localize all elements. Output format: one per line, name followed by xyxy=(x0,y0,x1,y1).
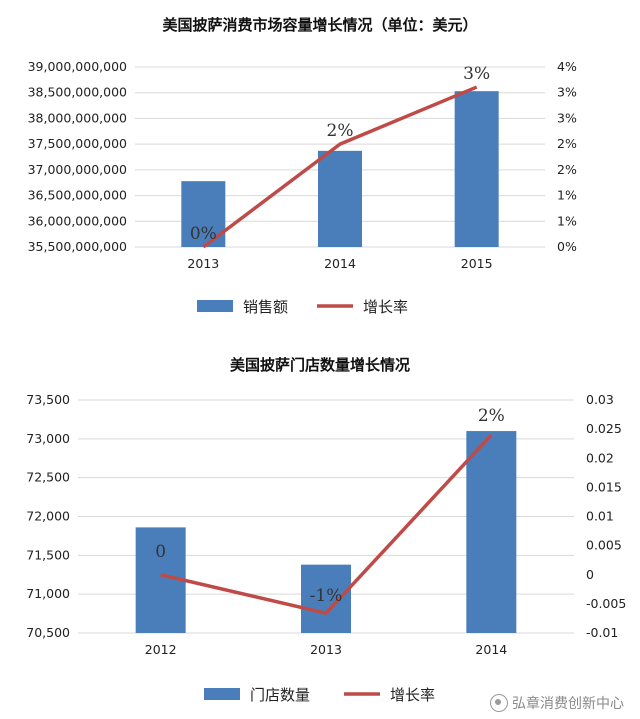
stores-chart-svg: 70,500 71,000 71,500 72,000 72,500 73,000 73,5… xyxy=(26,392,626,704)
sales-chart-svg: 35,500,000,000 36,000,000,000 36,500,000,0… xyxy=(28,59,577,316)
y-right-tick-label: 0% xyxy=(557,239,577,254)
growth-line xyxy=(202,85,478,249)
y-right-tick-label: 2% xyxy=(557,136,577,151)
y-left-tick-label: 36,500,000,000 xyxy=(28,188,127,203)
legend-swatch-bar xyxy=(204,688,240,700)
y-left-tick-label: 73,500 xyxy=(26,392,70,407)
y-left-tick-label: 39,000,000,000 xyxy=(28,59,127,74)
stores-chart: 美国披萨门店数量增长情况 70,500 71,000 71,500 72,000 72,… xyxy=(0,340,640,719)
y-left-tick-label: 71,500 xyxy=(26,547,70,562)
legend-label: 门店数量 xyxy=(250,686,310,704)
x-tick-label: 2014 xyxy=(475,642,507,657)
y-left-tick-label: 70,500 xyxy=(26,625,70,640)
data-label: 3% xyxy=(463,64,490,84)
watermark-text: 弘章消费创新中心 xyxy=(512,696,624,712)
y-left-tick-label: 73,000 xyxy=(26,431,70,446)
y-left-tick-label: 36,000,000,000 xyxy=(28,213,127,228)
x-tick-label: 2014 xyxy=(324,256,356,271)
x-tick-label: 2013 xyxy=(187,256,219,271)
y-right-tick-label: 0.01 xyxy=(586,509,614,524)
y-left-tick-label: 71,000 xyxy=(26,586,70,601)
bar xyxy=(454,91,499,248)
growth-line xyxy=(160,433,493,615)
y-right-tick-label: 1% xyxy=(557,213,577,228)
data-label: -1% xyxy=(310,586,343,606)
data-label: 0% xyxy=(190,224,217,244)
y-right-tick-label: 1% xyxy=(557,188,577,203)
legend-label: 增长率 xyxy=(363,298,408,316)
y-left-tick-label: 35,500,000,000 xyxy=(28,239,127,254)
y-right-tick-label: 3% xyxy=(557,85,577,100)
data-label: 2% xyxy=(327,121,354,141)
y-left-tick-label: 38,500,000,000 xyxy=(28,85,127,100)
y-right-tick-label: -0.01 xyxy=(586,625,618,640)
y-right-tick-label: 0 xyxy=(586,567,594,582)
y-left-tick-label: 37,500,000,000 xyxy=(28,136,127,151)
y-right-tick-label: 3% xyxy=(557,110,577,125)
bar xyxy=(301,564,351,633)
y-right-tick-label: 4% xyxy=(557,59,577,74)
legend-label: 销售额 xyxy=(243,298,288,316)
watermark: 弘章消费创新中心 xyxy=(490,693,624,713)
y-right-tick-label: 0.005 xyxy=(586,538,622,553)
chart-title: 美国披萨门店数量增长情况 xyxy=(229,356,410,374)
legend-swatch-bar xyxy=(197,300,233,312)
x-tick-label: 2013 xyxy=(310,642,342,657)
y-right-tick-label: -0.005 xyxy=(586,596,626,611)
y-right-tick-label: 0.015 xyxy=(586,479,622,494)
y-right-tick-label: 0.02 xyxy=(586,450,614,465)
bar xyxy=(318,150,362,247)
y-right-tick-label: 0.025 xyxy=(586,421,622,436)
bar xyxy=(466,431,517,633)
y-right-tick-label: 2% xyxy=(557,162,577,177)
y-left-tick-label: 37,000,000,000 xyxy=(28,162,127,177)
wechat-icon xyxy=(490,694,508,712)
y-left-tick-label: 38,000,000,000 xyxy=(28,110,127,125)
y-right-tick-label: 0.03 xyxy=(586,392,614,407)
sales-chart: 美国披萨消费市场容量增长情况（单位：美元） 35,500,000,000 36,0… xyxy=(0,0,640,340)
y-left-tick-label: 72,000 xyxy=(26,509,70,524)
x-tick-label: 2015 xyxy=(461,256,493,271)
legend-label: 增长率 xyxy=(390,686,435,704)
x-tick-label: 2012 xyxy=(145,642,177,657)
y-left-tick-label: 72,500 xyxy=(26,470,70,485)
data-label: 0 xyxy=(155,542,166,562)
chart-title: 美国披萨消费市场容量增长情况（单位：美元） xyxy=(162,16,478,34)
data-label: 2% xyxy=(478,406,505,426)
